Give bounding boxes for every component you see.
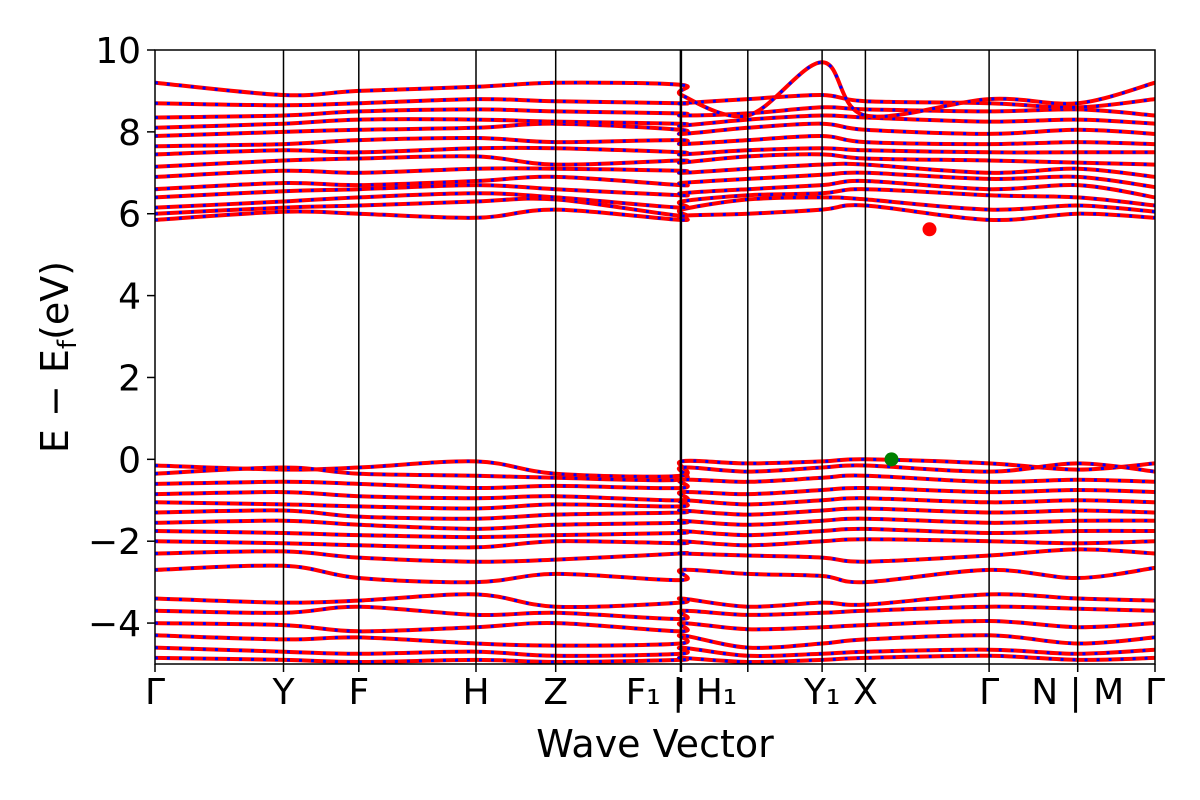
kpoint-divider-lines	[282, 50, 1079, 664]
x-tick-label: Y	[272, 672, 296, 713]
band-line-spin-up	[155, 563, 1155, 585]
band-line-spin-up	[155, 113, 1155, 130]
band-line-spin-up	[155, 537, 1155, 550]
y-tick-label: 8	[118, 113, 141, 154]
x-tick-label: F₁ | H₁	[626, 672, 738, 713]
x-tick-label: Γ	[145, 672, 165, 713]
y-axis-label-sub: f	[53, 339, 83, 349]
band-line-spin-up	[155, 60, 1155, 119]
band-line-spin-up	[155, 121, 1155, 138]
y-axis-label: E − Ef(eV)	[33, 261, 83, 453]
y-tick-label: 4	[118, 277, 141, 318]
y-tick-label: 2	[118, 358, 141, 399]
y-tick-label: −4	[88, 604, 141, 645]
y-tick-label: 10	[95, 31, 141, 72]
y-tick-label: 6	[118, 195, 141, 236]
x-tick-label: F	[348, 672, 369, 713]
y-tick-label: 0	[118, 440, 141, 481]
band-line-spin-down	[155, 171, 1155, 191]
x-tick-label: Γ	[1145, 672, 1165, 713]
plot-frame	[154, 49, 1156, 665]
band-line-spin-up	[155, 152, 1155, 169]
band-line-spin-up	[155, 105, 1155, 120]
bands-layer	[155, 60, 1155, 664]
band-line-spin-up	[155, 604, 1155, 622]
x-axis-ticks: Γ Y F H Z IF₁ | H₁ Y₁ X Γ N | M Γ	[145, 664, 1165, 713]
band-line-spin-up	[155, 506, 1155, 521]
band-line-spin-up	[155, 526, 1155, 540]
extrema-markers	[884, 222, 937, 467]
vbm-marker	[884, 452, 899, 467]
band-line-spin-up	[155, 618, 1155, 634]
band-line-spin-up	[155, 516, 1155, 531]
band-line-spin-up	[155, 633, 1155, 650]
x-tick-label: Γ	[979, 672, 999, 713]
y-axis-label-main: E − E	[33, 349, 77, 453]
x-axis-label: Wave Vector	[536, 722, 774, 766]
band-line-spin-up	[155, 161, 1155, 179]
x-tick-label: H	[462, 672, 489, 713]
y-tick-label: −2	[88, 522, 141, 563]
x-tick-label: Y₁	[803, 672, 840, 713]
band-line-spin-up	[155, 547, 1155, 564]
cbm-marker	[922, 222, 937, 237]
x-tick-label: I	[675, 672, 686, 713]
y-axis-label-unit: (eV)	[33, 261, 77, 340]
y-axis-ticks: −4 −2 0 2 4 6 8 10	[88, 31, 155, 645]
x-tick-label: N | M	[1031, 672, 1124, 713]
band-line-spin-down	[155, 60, 1155, 119]
x-tick-label: X	[853, 672, 878, 713]
band-line-spin-up	[155, 133, 1155, 149]
band-line-spin-up	[155, 145, 1155, 157]
x-tick-label: Z	[543, 672, 568, 713]
band-line-spin-up	[155, 170, 1155, 192]
